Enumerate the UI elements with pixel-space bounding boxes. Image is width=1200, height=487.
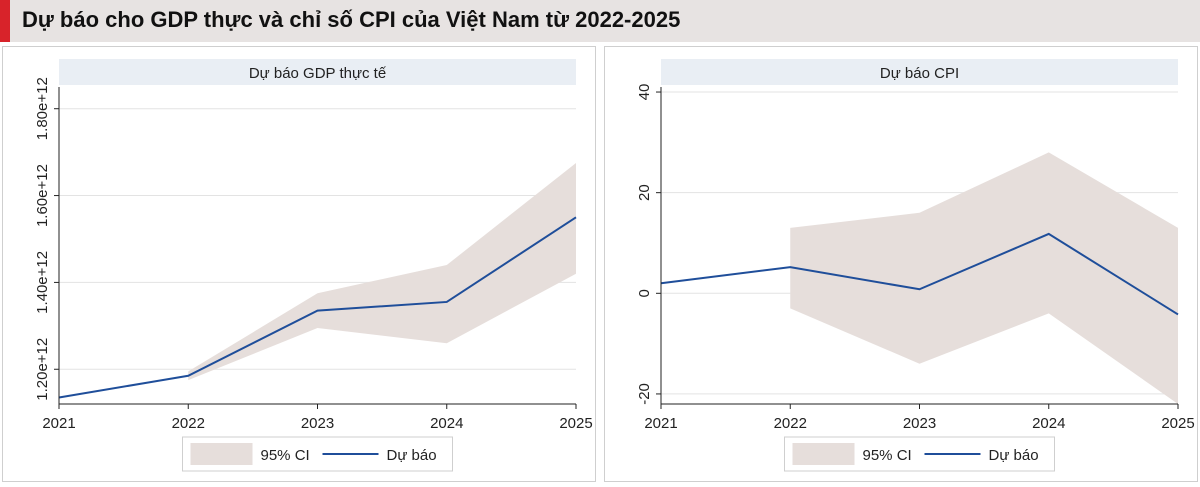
gdp-legend-line-label: Dự báo <box>387 447 437 464</box>
cpi-x-tick-label: 2024 <box>1032 415 1065 432</box>
cpi-title-strip <box>661 59 1178 85</box>
cpi-x-tick-label: 2025 <box>1161 415 1194 432</box>
gdp-legend-band-swatch <box>190 443 253 465</box>
cpi-chart: Dự báo CPI -20 0 20 40 2021 2022 2023 2024 2025 95… <box>636 59 1195 472</box>
title-bar: Dự báo cho GDP thực và chỉ số CPI của Vi… <box>0 0 1200 42</box>
gdp-y-tick-label: 1.20e+12 <box>34 338 51 401</box>
cpi-legend-line-label: Dự báo <box>989 447 1039 464</box>
cpi-y-tick-label: 40 <box>636 84 653 101</box>
gdp-chart: Dự báo GDP thực tế 1.20e+12 1.40e+12 1.60e+… <box>34 59 593 472</box>
gdp-y-tick-label: 1.60e+12 <box>34 164 51 227</box>
cpi-y-tick-label: -20 <box>636 383 653 405</box>
cpi-y-tick-label: 0 <box>636 289 653 297</box>
gdp-x-tick-label: 2022 <box>172 415 205 432</box>
gdp-title-strip <box>59 59 576 85</box>
gdp-x-tick-label: 2024 <box>430 415 463 432</box>
cpi-chart-title: Dự báo CPI <box>880 65 959 82</box>
title-accent-bar <box>0 0 10 42</box>
gdp-x-tick-label: 2025 <box>559 415 592 432</box>
cpi-y-tick-label: 20 <box>636 184 653 201</box>
cpi-x-tick-label: 2022 <box>774 415 807 432</box>
gdp-chart-panel: Dự báo GDP thực tế 1.20e+12 1.40e+12 1.60e+… <box>2 46 596 482</box>
page-title: Dự báo cho GDP thực và chỉ số CPI của Vi… <box>22 7 681 32</box>
gdp-chart-title: Dự báo GDP thực tế <box>249 65 387 82</box>
gdp-y-tick-label: 1.40e+12 <box>34 251 51 314</box>
gdp-x-tick-label: 2021 <box>42 415 75 432</box>
gdp-x-tick-label: 2023 <box>301 415 334 432</box>
gdp-legend-band-label: 95% CI <box>261 447 310 464</box>
cpi-x-tick-label: 2023 <box>903 415 936 432</box>
cpi-chart-panel: Dự báo CPI -20 0 20 40 2021 2022 2023 2024 2025 95… <box>604 46 1198 482</box>
cpi-legend-band-swatch <box>792 443 855 465</box>
gdp-y-tick-label: 1.80e+12 <box>34 77 51 140</box>
cpi-x-tick-label: 2021 <box>644 415 677 432</box>
cpi-legend-band-label: 95% CI <box>863 447 912 464</box>
cpi-ci-band <box>790 152 1178 404</box>
